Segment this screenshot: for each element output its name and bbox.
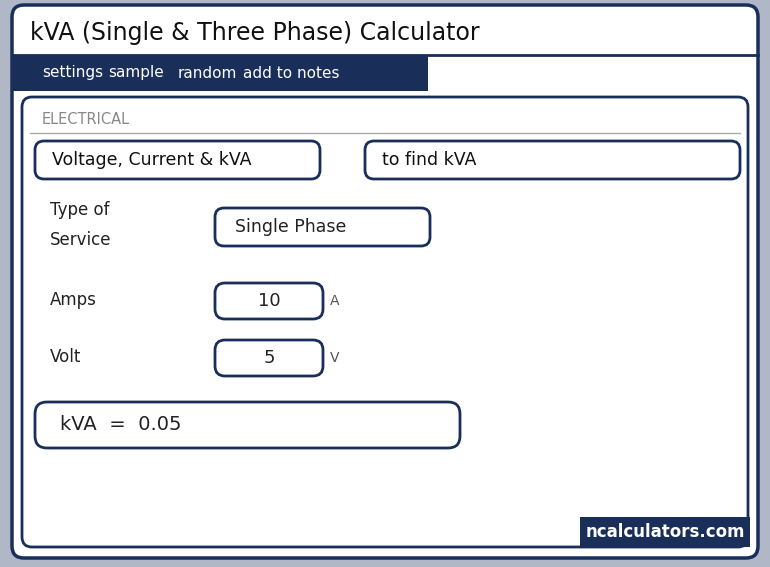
FancyBboxPatch shape — [215, 340, 323, 376]
FancyBboxPatch shape — [215, 208, 430, 246]
FancyBboxPatch shape — [35, 402, 460, 448]
Text: add to notes: add to notes — [243, 66, 340, 81]
Text: kVA  =  0.05: kVA = 0.05 — [60, 416, 182, 434]
FancyBboxPatch shape — [12, 5, 758, 558]
FancyBboxPatch shape — [365, 141, 740, 179]
Text: to find kVA: to find kVA — [382, 151, 477, 169]
Text: random: random — [178, 66, 237, 81]
Text: kVA (Single & Three Phase) Calculator: kVA (Single & Three Phase) Calculator — [30, 21, 480, 45]
FancyBboxPatch shape — [12, 55, 428, 91]
Text: Type of
Service: Type of Service — [50, 201, 112, 248]
Text: Voltage, Current & kVA: Voltage, Current & kVA — [52, 151, 252, 169]
FancyBboxPatch shape — [35, 141, 320, 179]
Text: settings: settings — [42, 66, 103, 81]
Text: Volt: Volt — [50, 348, 82, 366]
Text: A: A — [330, 294, 340, 308]
Text: 5: 5 — [263, 349, 275, 367]
Text: 10: 10 — [258, 292, 280, 310]
FancyBboxPatch shape — [22, 97, 748, 547]
Text: Amps: Amps — [50, 291, 97, 309]
Text: sample: sample — [108, 66, 164, 81]
Text: V: V — [330, 351, 340, 365]
FancyBboxPatch shape — [580, 517, 750, 547]
Text: Single Phase: Single Phase — [235, 218, 346, 236]
Text: ELECTRICAL: ELECTRICAL — [42, 112, 130, 128]
FancyBboxPatch shape — [215, 283, 323, 319]
Text: ncalculators.com: ncalculators.com — [585, 523, 745, 541]
